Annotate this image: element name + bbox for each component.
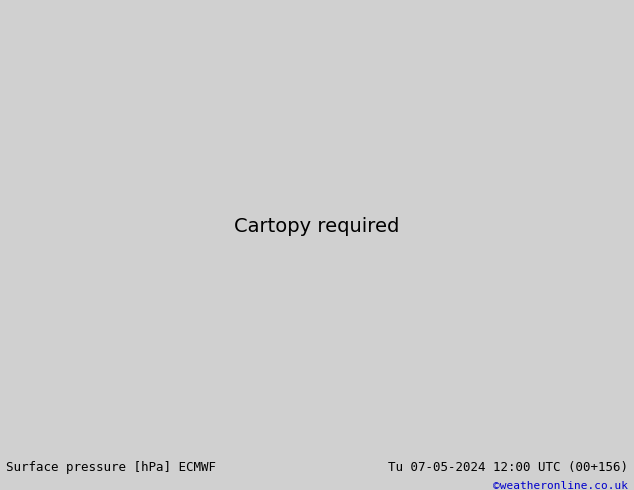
Text: ©weatheronline.co.uk: ©weatheronline.co.uk — [493, 481, 628, 490]
Text: Tu 07-05-2024 12:00 UTC (00+156): Tu 07-05-2024 12:00 UTC (00+156) — [387, 462, 628, 474]
Text: Surface pressure [hPa] ECMWF: Surface pressure [hPa] ECMWF — [6, 462, 216, 474]
Text: Cartopy required: Cartopy required — [235, 217, 399, 236]
